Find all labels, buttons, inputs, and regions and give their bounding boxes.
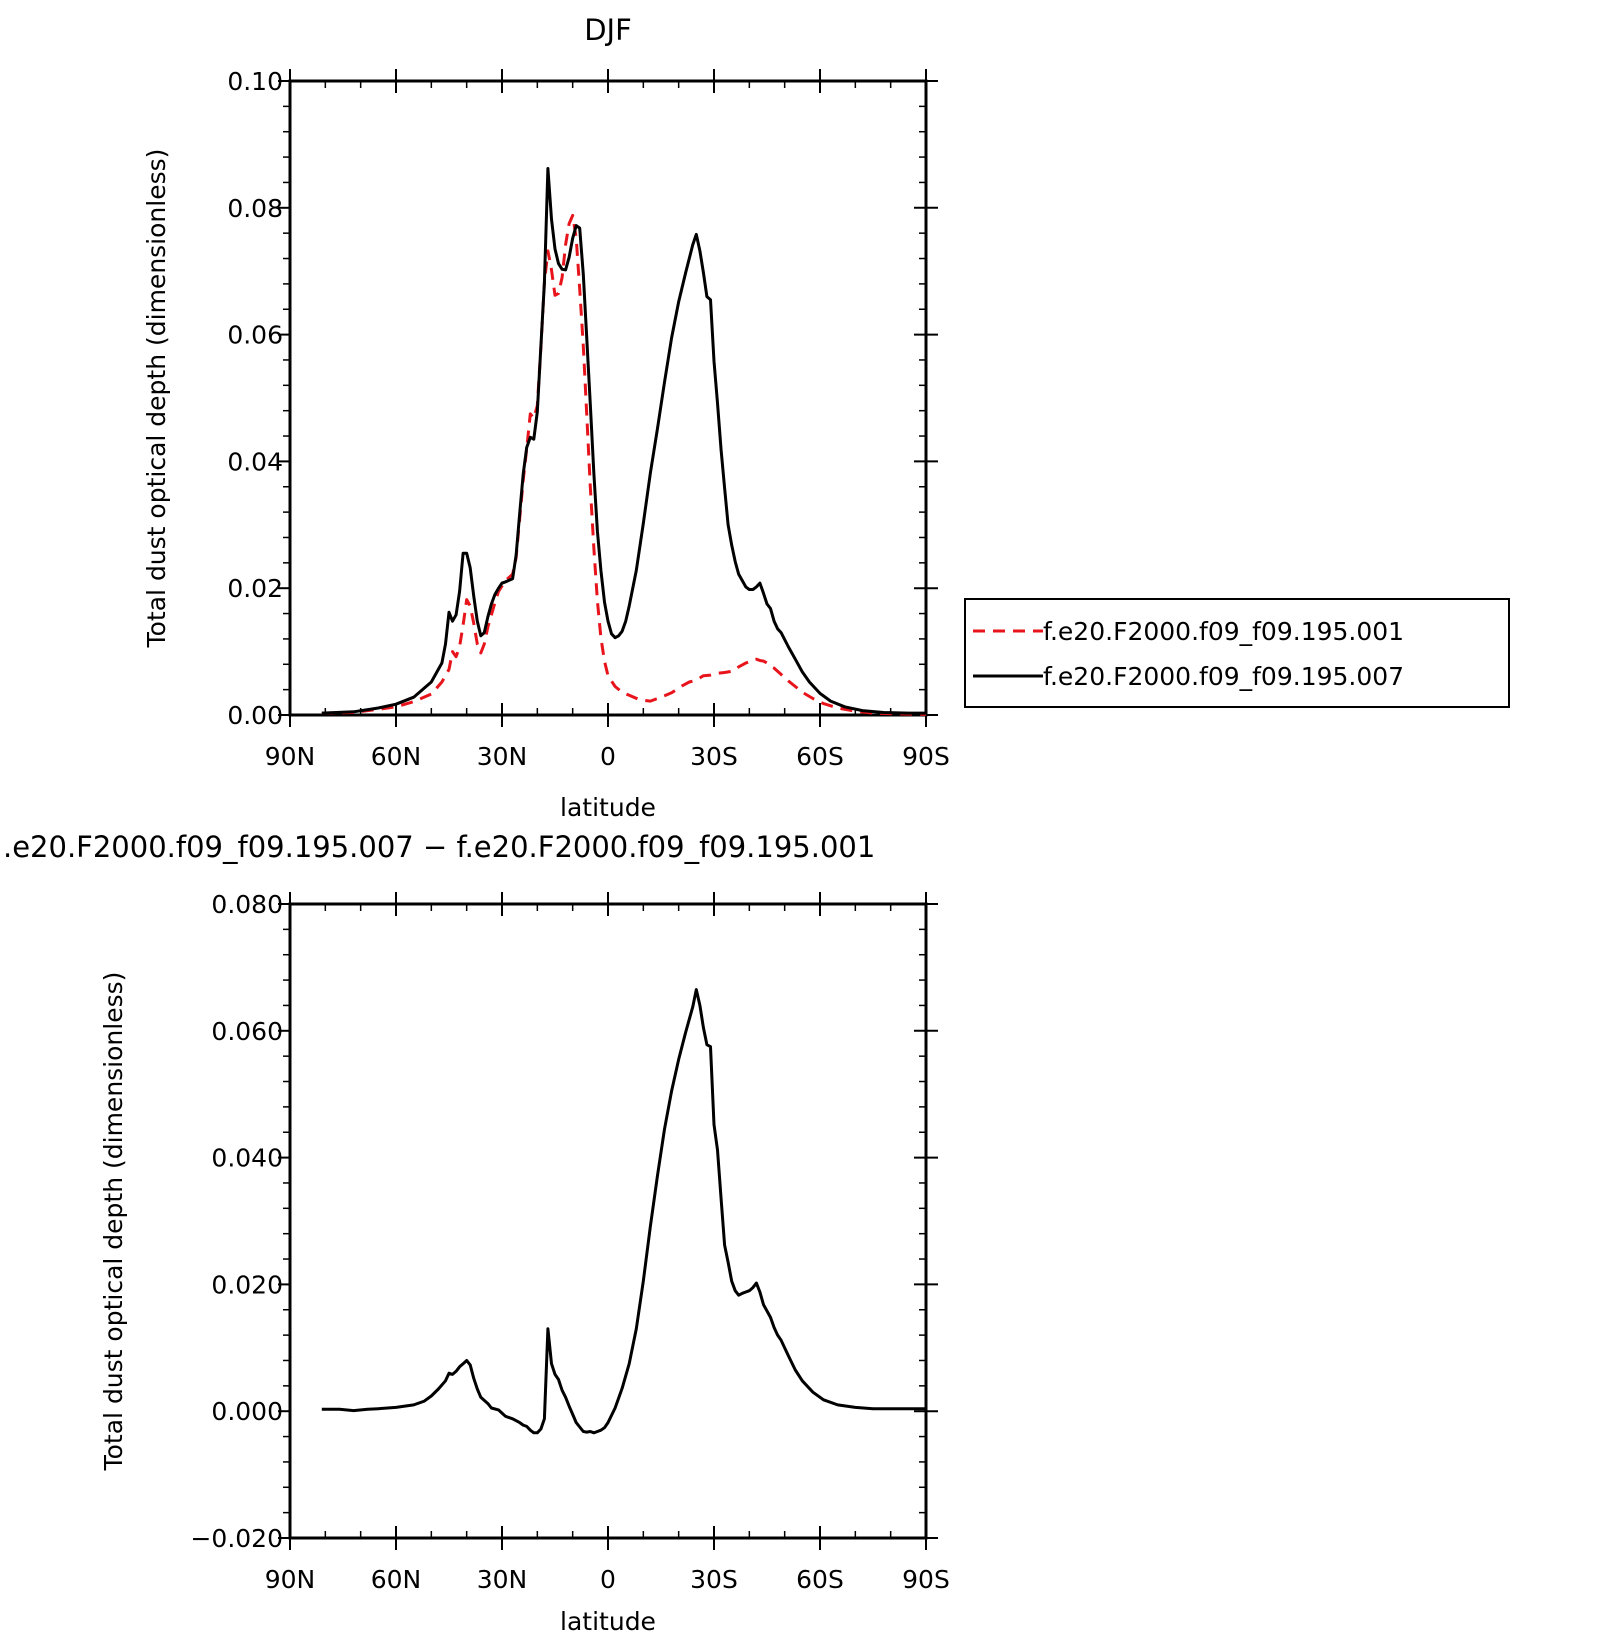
x-tick-label: 30S [690,742,738,771]
x-tick-labels: 90N 60N 30N 0 30S 60S 90S [265,742,950,771]
series-layer [321,988,926,1435]
x-tick-label: 30N [477,1565,528,1594]
y-axis-label: Total dust optical depth (dimensionless) [99,972,128,1472]
x-tick-labels: 90N 60N 30N 0 30S 60S 90S [265,1565,950,1594]
x-tick-label: 0 [600,1565,616,1594]
chart-panel-djf: DJF 0.00 0.02 0.04 0.06 0.08 0.10 90N 60N 30N 0 3… [142,13,1510,822]
chart-title: .e20.F2000.f09_f09.195.007 − f.e20.F2000… [3,830,875,864]
x-tick-label: 60N [371,1565,422,1594]
tick-marks [278,69,938,727]
y-tick-label: 0.04 [227,447,283,476]
x-axis-label: latitude [560,793,656,822]
y-tick-labels: −0.020 0.000 0.020 0.040 0.060 0.080 [190,890,283,1553]
series-layer [321,167,927,716]
chart-title: DJF [584,13,632,47]
x-tick-label: 60N [371,742,422,771]
chart-panel-difference: .e20.F2000.f09_f09.195.007 − f.e20.F2000… [3,830,950,1635]
y-tick-label: 0.040 [211,1144,283,1173]
x-tick-label: 30N [477,742,528,771]
y-tick-label: 0.000 [211,1397,283,1426]
y-tick-label: 0.020 [211,1270,283,1299]
legend-box [964,598,1510,708]
legend-label-series-2: f.e20.F2000.f09_f09.195.007 [1043,662,1404,691]
legend-label-series-1: f.e20.F2000.f09_f09.195.001 [1043,617,1404,646]
x-tick-label: 0 [600,742,616,771]
y-tick-label: 0.08 [227,194,283,223]
series-line-1 [321,213,927,716]
tick-marks [278,892,938,1550]
y-tick-labels: 0.00 0.02 0.04 0.06 0.08 0.10 [227,67,283,730]
x-tick-label: 90S [902,742,950,771]
y-tick-label: 0.060 [211,1017,283,1046]
y-axis-label: Total dust optical depth (dimensionless) [142,149,171,649]
x-tick-label: 90N [265,742,316,771]
x-tick-label: 30S [690,1565,738,1594]
y-tick-label: 0.00 [227,701,283,730]
series-line-1 [321,988,926,1435]
y-tick-label: 0.080 [211,890,283,919]
series-line-2 [321,167,926,715]
y-tick-label: 0.10 [227,67,283,96]
x-tick-label: 60S [796,1565,844,1594]
y-tick-label: 0.06 [227,321,283,350]
y-tick-label: 0.02 [227,574,283,603]
legend: f.e20.F2000.f09_f09.195.001 f.e20.F2000.… [964,598,1510,708]
y-tick-label: −0.020 [190,1524,283,1553]
x-tick-label: 90S [902,1565,950,1594]
x-tick-label: 60S [796,742,844,771]
x-tick-label: 90N [265,1565,316,1594]
plot-frame [288,902,928,1540]
x-axis-label: latitude [560,1607,656,1635]
